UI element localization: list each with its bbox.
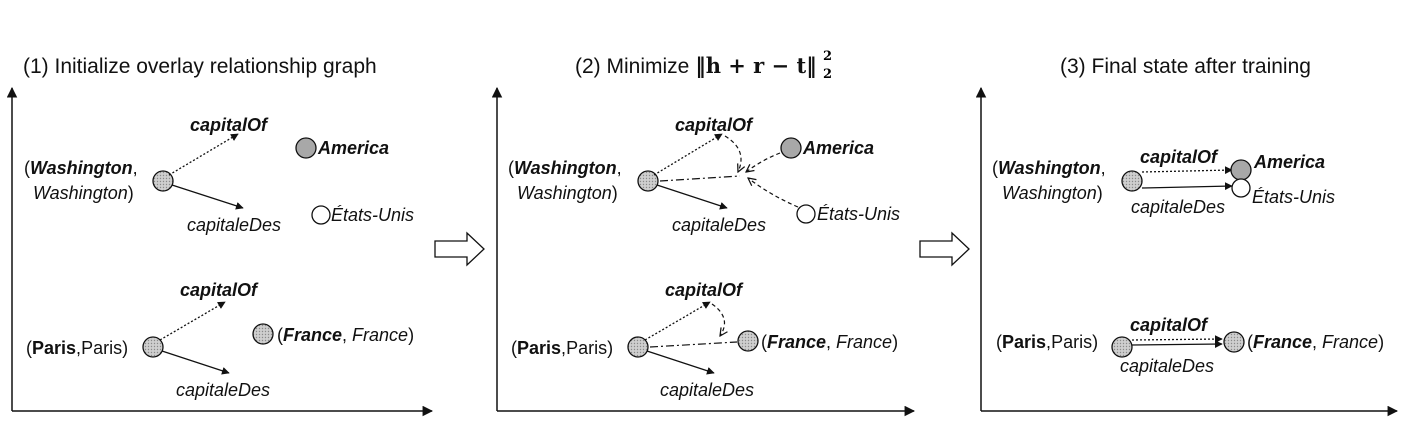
america-label: America: [317, 138, 389, 158]
paris-node: [142, 336, 164, 358]
washington-label: (Washington,: [24, 158, 138, 178]
etats-unis-node-3: [1231, 178, 1251, 198]
america-label-2: America: [802, 138, 874, 158]
washington-node-3: [1121, 170, 1143, 192]
france-node-3: [1223, 331, 1245, 353]
transition-arrow-1: [434, 231, 485, 267]
washington-fr-label-3: Washington): [1002, 183, 1103, 203]
france-label-3: (France, France): [1247, 332, 1384, 352]
capitaledes-label: capitaleDes: [187, 215, 281, 235]
panel-2-formula-sub: 2: [823, 67, 832, 82]
paris-node-2: [627, 336, 649, 358]
capitaledes-label-p3: capitaleDes: [1131, 197, 1225, 217]
paris-label-3: (Paris,Paris): [996, 332, 1098, 352]
washington-node: [152, 170, 174, 192]
translation-line-2: [649, 341, 738, 348]
france-label: (France, France): [277, 325, 414, 345]
capitalof-arrow-p3: [1141, 166, 1233, 175]
america-shift-arrow: [746, 152, 781, 172]
translation-line: [659, 175, 741, 182]
transition-arrow-2: [919, 231, 970, 267]
capitaledes-arrow-2: [161, 350, 230, 375]
america-node-2: [780, 137, 802, 159]
capitalof-label-p3-2: capitalOf: [1130, 315, 1209, 335]
panel-1: (1) Initialize overlay relationship grap…: [6, 55, 434, 417]
capitaledes-arrow-p3: [1141, 182, 1233, 191]
capitalof-arrow-p2: [653, 133, 723, 176]
capitaledes-arrow-p3-2: [1131, 340, 1223, 348]
capitalof-label-p3: capitalOf: [1140, 147, 1219, 167]
france-node: [252, 323, 274, 345]
panel-1-title: (1) Initialize overlay relationship grap…: [23, 55, 377, 78]
etats-unis-label-2: États-Unis: [817, 204, 900, 224]
capitalof-arrow-2: [159, 301, 226, 341]
washington-fr-label: Washington): [33, 183, 134, 203]
panel-3: (3) Final state after training (Washingt…: [975, 55, 1399, 417]
head-shift-arrow: [724, 135, 741, 172]
capitalof-arrow: [168, 133, 239, 176]
paris-label: (Paris,Paris): [26, 338, 128, 358]
america-label-3: America: [1253, 152, 1325, 172]
capitalof-arrow-p3-2: [1131, 335, 1223, 343]
paris-node-3: [1111, 336, 1133, 358]
capitaledes-label-p2-2: capitaleDes: [660, 380, 754, 400]
paris-label-2: (Paris,Paris): [511, 338, 613, 358]
capitaledes-arrow-p2: [656, 184, 728, 210]
america-node: [295, 137, 317, 159]
etats-unis-node-2: [796, 204, 816, 224]
capitaledes-label-p2: capitaleDes: [672, 215, 766, 235]
america-node-3: [1230, 159, 1252, 181]
capitaledes-label-2: capitaleDes: [176, 380, 270, 400]
etats-unis-node: [311, 205, 331, 225]
france-node-2: [737, 330, 759, 352]
capitalof-label: capitalOf: [190, 115, 269, 135]
etats-shift-arrow: [748, 178, 799, 208]
head-shift-arrow-2: [711, 303, 725, 336]
capitalof-arrow-p2-2: [644, 301, 711, 341]
capitaledes-arrow-p2-2: [646, 350, 715, 375]
france-label-2: (France, France): [761, 332, 898, 352]
capitaledes-arrow: [171, 184, 244, 210]
capitalof-label-2: capitalOf: [180, 280, 259, 300]
panel-2-formula-sup: 2: [823, 49, 832, 64]
panel-2: (2) Minimize ‖h + r − t‖ 2 2 (Washington…: [491, 49, 916, 417]
capitalof-label-p2: capitalOf: [675, 115, 754, 135]
washington-node-2: [637, 170, 659, 192]
capitalof-label-p2-2: capitalOf: [665, 280, 744, 300]
washington-label-2: (Washington,: [508, 158, 622, 178]
etats-unis-label-3: États-Unis: [1252, 187, 1335, 207]
panel-3-title: (3) Final state after training: [1060, 55, 1311, 78]
capitaledes-label-p3-2: capitaleDes: [1120, 356, 1214, 376]
washington-label-3: (Washington,: [992, 158, 1106, 178]
washington-fr-label-2: Washington): [517, 183, 618, 203]
etats-unis-label: États-Unis: [331, 205, 414, 225]
panel-2-title: (2) Minimize ‖h + r − t‖: [575, 53, 817, 78]
